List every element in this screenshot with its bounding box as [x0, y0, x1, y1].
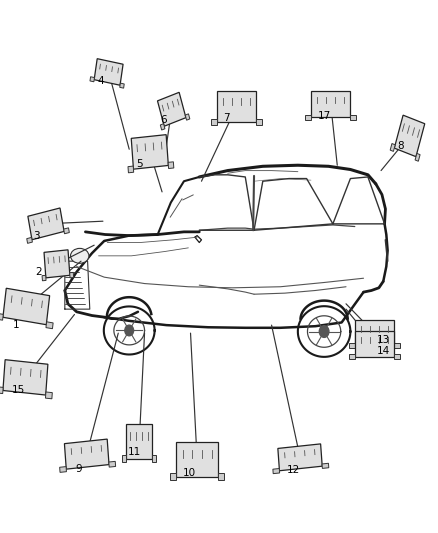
Text: 1: 1 [13, 320, 20, 330]
Polygon shape [305, 115, 311, 120]
Polygon shape [152, 455, 156, 462]
Polygon shape [126, 424, 152, 458]
Polygon shape [109, 462, 116, 467]
Polygon shape [350, 343, 355, 349]
Text: 15: 15 [12, 385, 25, 395]
Text: 11: 11 [128, 447, 141, 457]
Text: 13: 13 [377, 335, 390, 345]
Polygon shape [390, 143, 395, 151]
Polygon shape [70, 272, 74, 278]
Polygon shape [46, 392, 52, 399]
Polygon shape [120, 83, 124, 88]
Polygon shape [218, 473, 224, 480]
Polygon shape [350, 354, 355, 359]
Polygon shape [64, 439, 109, 469]
Polygon shape [273, 469, 279, 474]
Polygon shape [42, 276, 46, 281]
Polygon shape [176, 442, 218, 477]
Polygon shape [3, 360, 48, 395]
Text: 3: 3 [33, 231, 39, 240]
Polygon shape [394, 343, 399, 349]
Circle shape [319, 326, 329, 337]
Ellipse shape [71, 248, 89, 263]
Polygon shape [185, 114, 190, 120]
Polygon shape [256, 119, 262, 125]
Polygon shape [122, 455, 126, 462]
Polygon shape [0, 387, 3, 393]
Polygon shape [355, 331, 394, 357]
Polygon shape [128, 166, 134, 173]
Polygon shape [170, 473, 176, 480]
Polygon shape [94, 59, 123, 85]
Text: 4: 4 [97, 76, 104, 86]
Text: 17: 17 [318, 111, 331, 121]
Polygon shape [131, 135, 168, 169]
Text: 10: 10 [183, 469, 196, 478]
Text: 14: 14 [377, 346, 390, 356]
Text: 6: 6 [160, 115, 166, 125]
Polygon shape [64, 228, 69, 234]
Polygon shape [415, 154, 420, 161]
Circle shape [125, 325, 134, 336]
Polygon shape [160, 124, 165, 130]
Polygon shape [90, 77, 95, 82]
Polygon shape [350, 115, 356, 120]
Polygon shape [3, 288, 49, 325]
Polygon shape [60, 466, 67, 472]
Text: 2: 2 [35, 267, 42, 277]
Polygon shape [322, 463, 329, 469]
Polygon shape [311, 91, 350, 117]
Polygon shape [217, 91, 256, 122]
Polygon shape [394, 115, 425, 157]
Text: 9: 9 [75, 464, 82, 474]
Polygon shape [211, 119, 217, 125]
Polygon shape [27, 237, 32, 244]
Polygon shape [168, 162, 174, 168]
Text: 12: 12 [287, 465, 300, 475]
Polygon shape [0, 313, 3, 320]
Text: 5: 5 [136, 159, 142, 169]
Polygon shape [394, 354, 399, 359]
Text: 8: 8 [398, 141, 404, 151]
Polygon shape [46, 322, 53, 329]
Polygon shape [278, 444, 322, 471]
Text: 7: 7 [223, 114, 230, 123]
Polygon shape [44, 250, 70, 278]
Polygon shape [355, 320, 394, 346]
Polygon shape [28, 208, 64, 240]
Polygon shape [158, 92, 186, 126]
